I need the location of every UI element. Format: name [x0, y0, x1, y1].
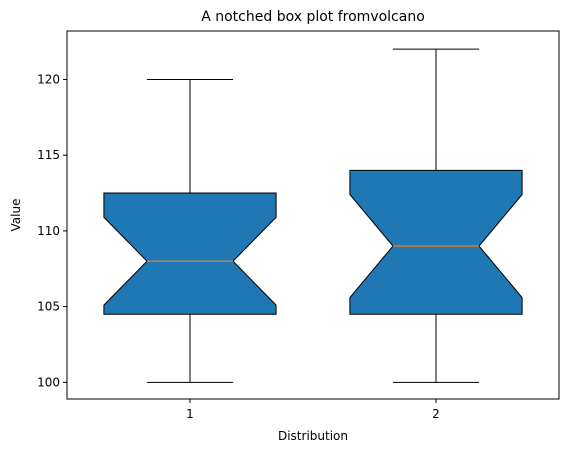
x-tick-label: 2	[432, 407, 440, 421]
x-tick-label: 1	[186, 407, 194, 421]
y-tick-label: 105	[37, 300, 60, 314]
y-axis-label: Value	[9, 199, 23, 232]
notched-box	[349, 169, 523, 315]
y-tick-label: 115	[37, 148, 60, 162]
y-tick-label: 100	[37, 375, 60, 389]
plot-frame	[66, 30, 560, 400]
boxes-group	[103, 48, 523, 383]
x-axis-label: Distribution	[278, 429, 348, 443]
y-tick-label: 110	[37, 224, 60, 238]
notched-box	[103, 192, 277, 315]
chart-title: A notched box plot fromvolcano	[201, 9, 425, 25]
y-tick-label: 120	[37, 72, 60, 86]
y-axis: 100 105 110 115 120	[37, 72, 67, 389]
